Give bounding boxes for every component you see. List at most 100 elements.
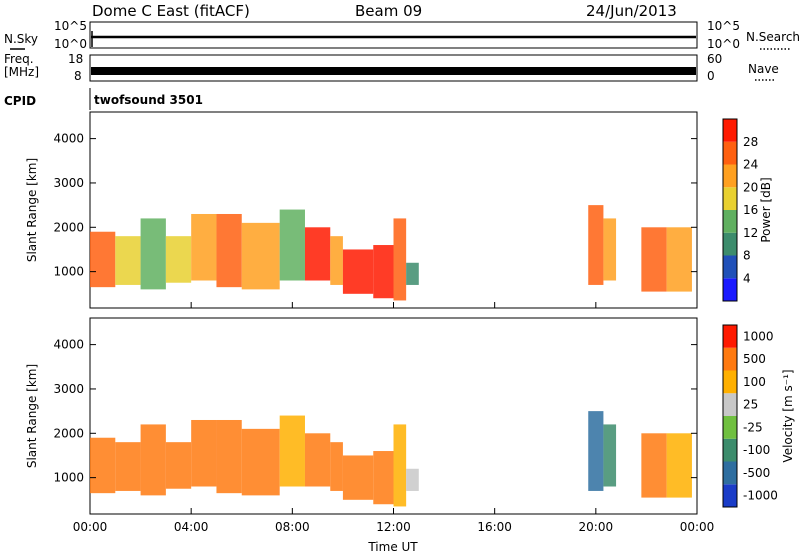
y-tick-label: 1000 bbox=[53, 265, 84, 279]
echo-region bbox=[140, 218, 166, 290]
nave-label: Nave bbox=[748, 62, 779, 76]
echo-region bbox=[216, 213, 242, 288]
colorbar-segment bbox=[723, 187, 737, 210]
colorbar-segment bbox=[723, 210, 737, 233]
echo-region bbox=[603, 424, 617, 487]
colorbar-segment bbox=[723, 232, 737, 256]
freq-unit: [MHz] bbox=[4, 65, 39, 79]
date-label: 24/Jun/2013 bbox=[586, 2, 677, 20]
noise-tick-low-right: 10^0 bbox=[707, 37, 740, 51]
velocity-ylabel: Slant Range [km] bbox=[25, 364, 39, 468]
velocity-echoes bbox=[90, 411, 692, 507]
colorbar-tick-label: 500 bbox=[743, 352, 766, 366]
colorbar-segment bbox=[723, 164, 737, 188]
echo-region bbox=[373, 451, 394, 505]
colorbar-tick-label: 28 bbox=[743, 135, 758, 149]
y-tick-label: 3000 bbox=[53, 176, 84, 190]
x-tick-label: 04:00 bbox=[174, 520, 209, 534]
colorbar-tick-label: -100 bbox=[743, 443, 770, 457]
colorbar-segment bbox=[723, 347, 737, 371]
echo-region bbox=[279, 209, 305, 281]
x-tick-label: 00:00 bbox=[73, 520, 108, 534]
power-ylabel: Slant Range [km] bbox=[25, 158, 39, 262]
noise-tick-high-left: 10^5 bbox=[54, 19, 87, 33]
colorbar-segment bbox=[723, 461, 737, 485]
colorbar-tick-label: 8 bbox=[743, 249, 751, 263]
x-tick-label: 00:00 bbox=[680, 520, 715, 534]
power-colorbar: 4 8 12 16 20 24 28 bbox=[722, 118, 758, 302]
echo-region bbox=[342, 455, 374, 500]
power-echoes bbox=[90, 205, 692, 301]
xlabel: Time UT bbox=[367, 540, 418, 554]
y-tick-label: 4000 bbox=[53, 132, 84, 146]
echo-region bbox=[191, 213, 217, 281]
echo-region bbox=[373, 245, 394, 299]
velocity-colorbar-label: Velocity [m s⁻¹] bbox=[781, 369, 795, 462]
colorbar-tick-label: -500 bbox=[743, 466, 770, 480]
nave-tick-low: 0 bbox=[707, 69, 715, 83]
colorbar-tick-label: 25 bbox=[743, 398, 758, 412]
echo-region bbox=[241, 428, 280, 496]
echo-region bbox=[304, 433, 331, 487]
echo-region bbox=[330, 236, 343, 285]
colorbar-segment bbox=[723, 255, 737, 279]
echo-region bbox=[666, 433, 692, 498]
colorbar-segment bbox=[723, 416, 737, 439]
x-tick-label: 12:00 bbox=[376, 520, 411, 534]
echo-region bbox=[641, 433, 667, 498]
time-x-axis: 00:00 04:00 08:00 12:00 16:00 20:00 00:00 bbox=[73, 302, 715, 534]
y-tick-label: 3000 bbox=[53, 382, 84, 396]
velocity-colorbar: 1000 500 100 25 -25 -100 -500 -1000 bbox=[722, 324, 778, 508]
beam-label: Beam 09 bbox=[355, 2, 422, 20]
echo-region bbox=[140, 424, 166, 496]
echo-region bbox=[115, 236, 141, 285]
echo-region bbox=[342, 249, 374, 294]
nsearch-label: N.Search bbox=[746, 30, 800, 44]
power-colorbar-label: Power [dB] bbox=[759, 177, 773, 242]
colorbar-tick-label: 4 bbox=[743, 271, 751, 285]
station-title: Dome C East (fitACF) bbox=[92, 2, 250, 20]
colorbar-tick-label: 20 bbox=[743, 180, 758, 194]
y-tick-label: 2000 bbox=[53, 426, 84, 440]
cpid-label: CPID bbox=[4, 94, 36, 108]
colorbar-segment bbox=[723, 370, 737, 394]
echo-region bbox=[191, 419, 217, 487]
power-y-axis: 1000 2000 3000 4000 bbox=[53, 132, 697, 279]
echo-region bbox=[393, 424, 407, 507]
colorbar-tick-label: 1000 bbox=[743, 329, 774, 343]
echo-region bbox=[115, 442, 141, 491]
velocity-y-axis: 1000 2000 3000 4000 bbox=[53, 338, 697, 485]
colorbar-tick-label: -25 bbox=[743, 420, 763, 434]
noise-tick-high-right: 10^5 bbox=[707, 19, 740, 33]
echo-region bbox=[90, 231, 116, 288]
freq-panel bbox=[89, 54, 698, 82]
noise-panel bbox=[89, 21, 698, 49]
freq-label: Freq. bbox=[4, 52, 34, 66]
y-tick-label: 1000 bbox=[53, 471, 84, 485]
freq-trace bbox=[91, 67, 696, 75]
colorbar-segment bbox=[723, 278, 737, 301]
echo-region bbox=[666, 227, 692, 292]
echo-region bbox=[603, 218, 617, 281]
colorbar-tick-label: 12 bbox=[743, 226, 758, 240]
colorbar-tick-label: 16 bbox=[743, 203, 758, 217]
colorbar-segment bbox=[723, 141, 737, 165]
x-tick-label: 20:00 bbox=[579, 520, 614, 534]
nsky-label: N.Sky bbox=[4, 32, 38, 46]
noise-tick-low-left: 10^0 bbox=[54, 37, 87, 51]
echo-region bbox=[304, 227, 331, 281]
colorbar-segment bbox=[723, 393, 737, 416]
echo-region bbox=[216, 419, 242, 494]
colorbar-segment bbox=[723, 119, 737, 142]
echo-region bbox=[641, 227, 667, 292]
freq-tick-high: 18 bbox=[68, 52, 83, 66]
echo-region bbox=[588, 205, 604, 285]
colorbar-frame bbox=[722, 324, 738, 508]
y-tick-label: 2000 bbox=[53, 220, 84, 234]
echo-region bbox=[588, 411, 604, 491]
cpid-value: twofsound 3501 bbox=[94, 93, 203, 107]
colorbar-tick-label: 24 bbox=[743, 158, 758, 172]
echo-region bbox=[330, 442, 343, 491]
echo-region bbox=[279, 415, 305, 487]
echo-region bbox=[393, 218, 407, 301]
